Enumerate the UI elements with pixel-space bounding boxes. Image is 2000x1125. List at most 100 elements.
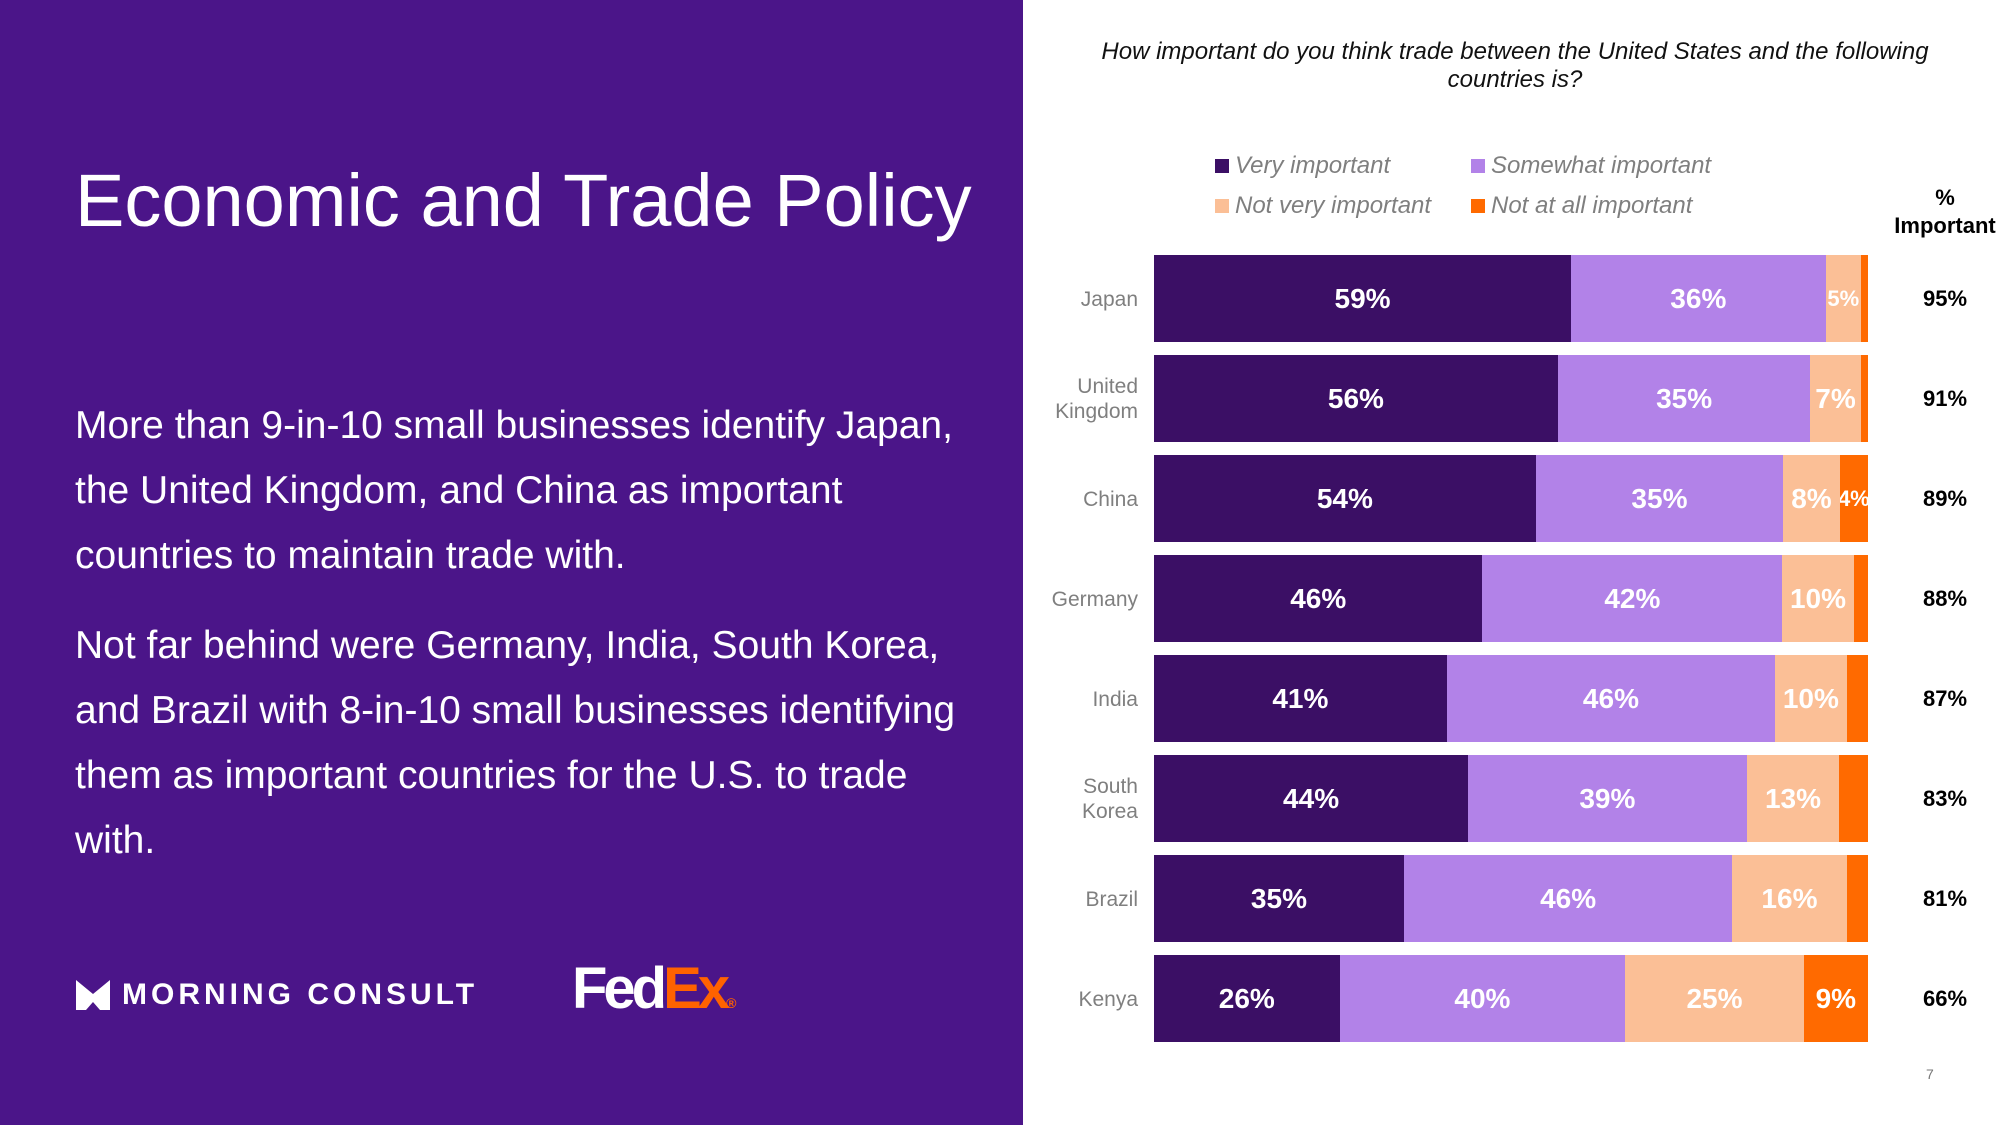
stacked-bar: 26% 40% 25% 9% — [1154, 955, 1868, 1042]
data-label: 36% — [1670, 282, 1727, 314]
bar-segment-not-very-important: 7% — [1810, 355, 1861, 442]
fedex-logo-fed: Fed — [572, 956, 667, 1021]
stacked-bar: 44% 39% 13% — [1154, 755, 1868, 842]
bar-segment-not-at-all-important — [1839, 755, 1868, 842]
summary-paragraph-2: Not far behind were Germany, India, Sout… — [75, 624, 956, 862]
bar-segment-not-at-all-important — [1860, 255, 1868, 342]
morning-consult-logo: MORNING CONSULT — [76, 978, 478, 1012]
legend-item: Very important — [1215, 152, 1390, 180]
bar-segment-not-at-all-important — [1860, 355, 1868, 442]
category-label: Japan — [1080, 287, 1138, 311]
percent-header-line1: % — [1935, 185, 1955, 210]
category-label: South Korea — [1081, 774, 1138, 823]
percent-important-header: % Important — [1880, 184, 2000, 240]
category-label: United Kingdom — [1055, 374, 1138, 423]
summary-panel — [0, 0, 1023, 1125]
bar-segment-somewhat-important: 46% — [1403, 855, 1733, 942]
stacked-bar: 35% 46% 16% — [1154, 855, 1868, 942]
legend-label: Somewhat important — [1491, 152, 1712, 179]
bar-segment-somewhat-important: 36% — [1571, 255, 1826, 342]
bar-segment-not-at-all-important — [1846, 855, 1868, 942]
data-label: 46% — [1582, 682, 1639, 714]
data-label: 5% — [1827, 285, 1860, 311]
data-label: 46% — [1290, 582, 1347, 614]
summary-paragraph-1: More than 9-in-10 small businesses ident… — [75, 404, 953, 577]
legend-swatch — [1215, 159, 1229, 173]
fedex-logo: FedEx® — [572, 955, 736, 1022]
data-label: 7% — [1815, 382, 1856, 414]
registered-mark: ® — [726, 995, 737, 1011]
stacked-bar: 46% 42% 10% — [1154, 555, 1868, 642]
percent-important-value: 83% — [1922, 785, 1968, 811]
slide-title: Economic and Trade Policy — [75, 159, 972, 242]
percent-important-value: 89% — [1922, 485, 1968, 511]
chart-title: How important do you think trade between… — [1101, 38, 1929, 93]
bar-segment-not-very-important: 8% — [1783, 455, 1840, 542]
legend-swatch — [1471, 199, 1485, 213]
data-label: 46% — [1540, 882, 1597, 914]
bar-segment-very-important: 26% — [1154, 955, 1340, 1042]
bar-segment-not-at-all-important — [1853, 555, 1868, 642]
data-label: 59% — [1334, 282, 1391, 314]
bar-segment-not-very-important: 25% — [1625, 955, 1804, 1042]
data-label: 10% — [1789, 582, 1847, 614]
percent-header-line2: Important — [1894, 213, 1996, 238]
bar-segment-somewhat-important: 40% — [1339, 955, 1626, 1042]
data-label: 8% — [1791, 482, 1832, 514]
category-label: Brazil — [1085, 887, 1138, 911]
bar-segment-somewhat-important: 42% — [1482, 555, 1783, 642]
data-label: 40% — [1454, 982, 1511, 1014]
percent-important-value: 88% — [1922, 585, 1968, 611]
percent-important-value: 87% — [1922, 685, 1968, 711]
category-label: Germany — [1051, 587, 1138, 611]
page-number: 7 — [1926, 1066, 1934, 1082]
data-label: 25% — [1686, 982, 1743, 1014]
bar-segment-not-at-all-important — [1846, 655, 1868, 742]
data-label: 35% — [1656, 382, 1713, 414]
bar-segment-very-important: 41% — [1154, 655, 1447, 742]
legend-label: Not very important — [1235, 192, 1432, 219]
data-label: 54% — [1316, 482, 1373, 514]
stacked-bar: 54% 35% 8% 4% — [1154, 455, 1868, 542]
bar-segment-not-at-all-important: 4% — [1839, 455, 1868, 542]
percent-important-value: 81% — [1922, 885, 1968, 911]
category-label: China — [1083, 487, 1138, 511]
data-label: 9% — [1815, 982, 1857, 1014]
data-label: 4% — [1839, 485, 1868, 511]
data-label: 35% — [1250, 882, 1307, 914]
data-label: 10% — [1782, 682, 1839, 714]
bar-segment-somewhat-important: 35% — [1557, 355, 1811, 442]
bar-segment-not-very-important: 16% — [1732, 855, 1847, 942]
data-label: 39% — [1579, 782, 1636, 814]
bar-segment-very-important: 35% — [1154, 855, 1404, 942]
fedex-logo-ex: Ex — [663, 956, 730, 1021]
bar-segment-not-at-all-important: 9% — [1803, 955, 1868, 1042]
legend-item: Not very important — [1215, 192, 1431, 220]
data-label: 13% — [1764, 782, 1822, 814]
data-label: 42% — [1604, 582, 1661, 614]
data-label: 35% — [1631, 482, 1688, 514]
bar-segment-very-important: 44% — [1154, 755, 1469, 842]
bar-segment-somewhat-important: 46% — [1446, 655, 1776, 742]
bar-segment-not-very-important: 10% — [1782, 555, 1854, 642]
data-label: 56% — [1327, 382, 1384, 414]
morning-consult-m-icon — [76, 980, 110, 1010]
bar-segment-not-very-important: 13% — [1746, 755, 1840, 842]
bar-segment-somewhat-important: 39% — [1468, 755, 1747, 842]
percent-important-value: 91% — [1922, 385, 1968, 411]
data-label: 16% — [1761, 882, 1818, 914]
bar-segment-not-very-important: 5% — [1825, 255, 1861, 342]
legend-swatch — [1471, 159, 1485, 173]
legend-label: Not at all important — [1491, 192, 1693, 219]
data-label: 44% — [1283, 782, 1340, 814]
stacked-bar: 59% 36% 5% — [1154, 255, 1868, 342]
bar-segment-very-important: 56% — [1154, 355, 1558, 442]
bar-segment-very-important: 59% — [1154, 255, 1572, 342]
bar-segment-not-very-important: 10% — [1775, 655, 1847, 742]
legend-label: Very important — [1235, 152, 1391, 179]
category-label: India — [1092, 687, 1138, 711]
morning-consult-wordmark: MORNING CONSULT — [122, 978, 479, 1011]
percent-important-value: 66% — [1922, 985, 1968, 1011]
data-label: 26% — [1218, 982, 1275, 1014]
data-label: 41% — [1272, 682, 1329, 714]
